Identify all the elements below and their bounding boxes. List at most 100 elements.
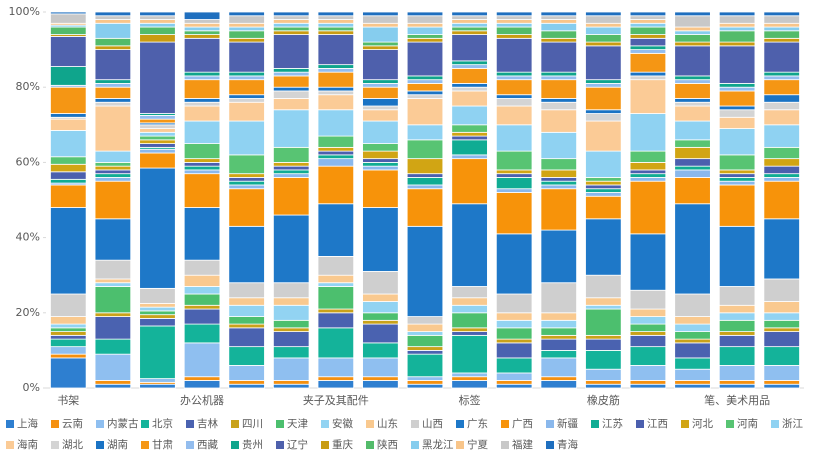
bar-segment bbox=[629, 71, 667, 77]
bar-segment bbox=[718, 331, 756, 336]
legend-item: 新疆 bbox=[546, 416, 591, 431]
bar-segment bbox=[139, 131, 176, 137]
bar-segment bbox=[272, 71, 310, 77]
bar-segment bbox=[763, 30, 800, 39]
bar-segment bbox=[674, 368, 711, 381]
bar-segment bbox=[674, 177, 711, 205]
bar-segment bbox=[183, 323, 221, 344]
bar-segment bbox=[272, 22, 310, 28]
bar-segment bbox=[362, 150, 399, 160]
bar-segment bbox=[183, 169, 221, 175]
bar-segment bbox=[362, 41, 399, 47]
bar-segment bbox=[718, 154, 756, 171]
bar-segment bbox=[317, 308, 355, 314]
bar-segment bbox=[629, 331, 667, 336]
legend-label: 内蒙古 bbox=[107, 418, 139, 430]
bar-segment bbox=[139, 383, 176, 389]
legend-label: 重庆 bbox=[332, 439, 353, 451]
bar-segment bbox=[674, 83, 711, 99]
bar-segment bbox=[718, 30, 756, 43]
bar-segment bbox=[94, 22, 132, 39]
bar-segment bbox=[540, 376, 577, 381]
bar-segment bbox=[183, 79, 221, 99]
legend-swatch bbox=[546, 419, 554, 428]
bar-segment bbox=[451, 19, 488, 24]
bar-segment bbox=[94, 101, 132, 107]
bar-segment bbox=[451, 331, 488, 336]
bar-segment bbox=[183, 75, 221, 81]
bar-segment bbox=[272, 146, 310, 163]
legend-label: 福建 bbox=[512, 439, 533, 451]
bar-segment bbox=[718, 22, 756, 28]
bar-segment bbox=[763, 301, 800, 314]
bar-segment bbox=[674, 11, 711, 17]
bar-segment bbox=[139, 135, 176, 141]
bar-segment bbox=[139, 167, 176, 289]
bar-segment bbox=[763, 15, 800, 24]
legend-item: 上海 bbox=[6, 416, 51, 431]
legend-label: 上海 bbox=[17, 418, 38, 430]
bar-segment bbox=[674, 120, 711, 141]
legend-swatch bbox=[321, 440, 329, 449]
legend-item: 浙江 bbox=[771, 416, 816, 431]
bar-segment bbox=[94, 286, 132, 314]
bar-segment bbox=[94, 338, 132, 355]
legend-label: 黑龙江 bbox=[422, 439, 454, 451]
bar-segment bbox=[540, 188, 577, 231]
bar-segment bbox=[228, 98, 265, 103]
legend-item: 贵州 bbox=[231, 437, 276, 452]
bar-segment bbox=[629, 34, 667, 39]
bar-segment bbox=[585, 218, 622, 276]
bar-segment bbox=[540, 79, 577, 99]
bar-segment bbox=[585, 368, 622, 381]
bar-segment bbox=[629, 180, 667, 235]
bar-segment bbox=[629, 75, 667, 81]
bar-segment bbox=[763, 312, 800, 321]
bar-segment bbox=[406, 316, 444, 325]
legend-label: 云南 bbox=[62, 418, 83, 430]
bar-segment bbox=[183, 37, 221, 73]
bar-segment bbox=[763, 26, 800, 32]
y-tick-label: 40% bbox=[16, 231, 40, 244]
bar-segment bbox=[317, 165, 355, 205]
bar-segment bbox=[183, 30, 221, 35]
bar-segment bbox=[540, 41, 577, 73]
bar-segment bbox=[406, 124, 444, 141]
bar-segment bbox=[94, 150, 132, 163]
legend-item: 天津 bbox=[276, 416, 321, 431]
bar-segment bbox=[406, 83, 444, 92]
bar-segment bbox=[50, 26, 87, 35]
bar-segment bbox=[272, 90, 310, 99]
legend-swatch bbox=[51, 419, 59, 428]
bar-segment bbox=[585, 109, 622, 114]
bar-segment bbox=[183, 380, 221, 389]
bar-segment bbox=[228, 41, 265, 73]
bar-segment bbox=[718, 90, 756, 107]
bar-segment bbox=[317, 68, 355, 73]
legend-swatch bbox=[231, 419, 239, 428]
bar-segment bbox=[362, 380, 399, 389]
bar-segment bbox=[317, 286, 355, 310]
x-tick-label: 书架 bbox=[57, 394, 79, 407]
bar-segment bbox=[406, 75, 444, 81]
y-tick-label: 60% bbox=[16, 155, 40, 168]
bar-segment bbox=[183, 34, 221, 39]
bar-segment bbox=[674, 380, 711, 385]
bar-segment bbox=[763, 22, 800, 28]
legend-item: 宁夏 bbox=[456, 437, 501, 452]
bar-segment bbox=[540, 71, 577, 77]
bar-segment bbox=[139, 128, 176, 133]
legend-swatch bbox=[96, 440, 104, 449]
bar-segment bbox=[718, 225, 756, 287]
bar-segment bbox=[183, 304, 221, 310]
bar-segment bbox=[495, 124, 533, 152]
bar-segment bbox=[183, 105, 221, 122]
bar-segment bbox=[317, 19, 355, 24]
legend-item: 江西 bbox=[636, 416, 681, 431]
bar-segment bbox=[183, 286, 221, 295]
bar-segment bbox=[183, 165, 221, 171]
legend-swatch bbox=[771, 419, 779, 428]
bar-segment bbox=[139, 310, 176, 316]
bar-segment bbox=[629, 323, 667, 332]
bar-segment bbox=[50, 316, 87, 325]
